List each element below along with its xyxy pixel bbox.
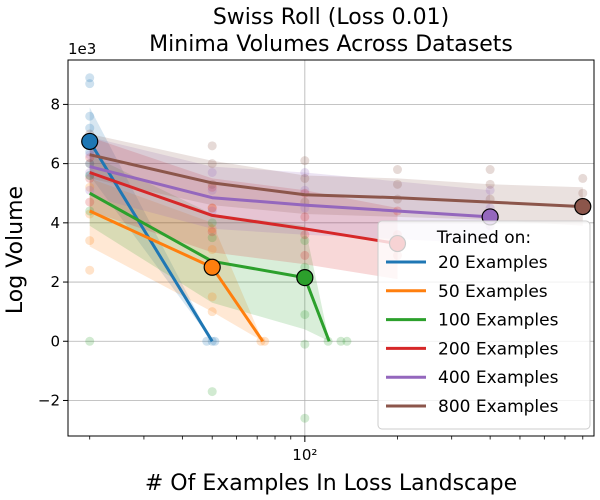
scatter-point-100-examples <box>300 310 310 320</box>
chart-title-line-2: Minima Volumes Across Datasets <box>149 32 513 57</box>
scatter-point-200-examples <box>300 250 310 260</box>
scatter-point-50-examples <box>256 336 266 346</box>
scatter-point-20-examples <box>202 336 212 346</box>
grid-layer <box>68 60 594 436</box>
scatter-point-50-examples <box>85 236 95 246</box>
legend-label-20-examples: 20 Examples <box>438 253 548 273</box>
legend-label-800-examples: 800 Examples <box>438 397 559 417</box>
series-line-20-examples <box>88 140 214 343</box>
scatter-point-800-examples <box>392 179 402 189</box>
scatter-point-400-examples <box>300 168 310 178</box>
scatter-point-50-examples <box>207 203 217 213</box>
band-layer <box>89 107 583 342</box>
y-tick-label: 4 <box>50 214 60 232</box>
scatter-point-50-examples <box>207 307 217 317</box>
marker-100-examples <box>296 269 314 287</box>
tick-layer: −2 0 2 4 6 8 10² <box>38 95 584 464</box>
scatter-point-20-examples <box>85 73 95 83</box>
x-axis-label: # Of Examples In Loss Landscape <box>145 471 517 496</box>
scatter-point-400-examples <box>300 185 310 195</box>
scatter-point-100-examples <box>207 387 217 397</box>
scatter-point-800-examples <box>392 165 402 175</box>
scatter-point-200-examples <box>207 227 217 237</box>
scatter-point-200-examples <box>207 182 217 192</box>
scatter-point-100-examples <box>207 218 217 228</box>
scatter-point-800-examples <box>578 188 588 198</box>
band-50-examples <box>89 178 263 342</box>
legend-label-400-examples: 400 Examples <box>438 368 559 388</box>
legend: Trained on: 20 Examples 50 Examples 100 Ex… <box>377 220 591 430</box>
scatter-point-50-examples <box>207 292 217 302</box>
scatter-point-20-examples <box>85 123 95 133</box>
scatter-point-800-examples <box>485 165 495 175</box>
y-tick-label: 2 <box>50 273 60 291</box>
plot-frame <box>67 59 595 437</box>
legend-box <box>377 220 591 430</box>
scatter-point-800-examples <box>207 159 217 169</box>
scatter-point-20-examples <box>85 111 95 121</box>
scatter-point-400-examples <box>207 168 217 178</box>
marker-50-examples <box>203 258 221 276</box>
scatter-point-50-examples <box>207 244 217 254</box>
y-tick-label: 0 <box>50 332 60 350</box>
scatter-point-200-examples <box>300 212 310 222</box>
scatter-point-200-examples <box>85 173 95 183</box>
scatter-point-800-examples <box>300 156 310 166</box>
y-tick-label: 6 <box>50 155 60 173</box>
scatter-point-400-examples <box>485 185 495 195</box>
band-20-examples <box>89 107 213 342</box>
legend-title: Trained on: <box>436 228 531 248</box>
scatter-point-100-examples <box>300 339 310 349</box>
x-tick-label: 10² <box>292 446 317 464</box>
y-tick-label: 8 <box>50 95 60 113</box>
scatter-point-200-examples <box>85 197 95 207</box>
scatter-point-100-examples <box>300 413 310 423</box>
scatter-point-800-examples <box>300 173 310 183</box>
scatter-point-100-examples <box>342 336 352 346</box>
scatter-point-800-examples <box>485 179 495 189</box>
series-line-100-examples <box>88 191 331 342</box>
marker-20-examples <box>81 132 99 151</box>
band-800-examples <box>89 134 583 226</box>
band-100-examples <box>89 154 330 342</box>
scatter-point-200-examples <box>207 203 217 213</box>
scatter-point-100-examples <box>207 233 217 243</box>
series-line-200-examples <box>89 171 398 246</box>
scatter-point-20-examples <box>85 79 95 89</box>
y-multiplier-label: 1e3 <box>68 40 96 58</box>
scatter-point-20-examples <box>210 336 220 346</box>
scatter-point-200-examples <box>300 230 310 240</box>
scatter-point-100-examples <box>85 336 95 346</box>
marker-800-examples <box>574 197 592 216</box>
scatter-point-100-examples <box>336 336 346 346</box>
legend-label-100-examples: 100 Examples <box>438 311 559 331</box>
y-axis-label: Log Volume <box>3 186 28 314</box>
scatter-point-400-examples <box>207 185 217 195</box>
legend-label-50-examples: 50 Examples <box>438 282 548 302</box>
scatter-point-50-examples <box>85 265 95 275</box>
chart-title-line-1: Swiss Roll (Loss 0.01) <box>213 5 449 30</box>
series-line-400-examples <box>89 165 491 219</box>
scatter-point-100-examples <box>300 236 310 246</box>
scatter-point-800-examples <box>207 141 217 151</box>
scatter-point-50-examples <box>85 182 95 192</box>
scatter-point-400-examples <box>85 185 95 195</box>
series-line-800-examples <box>89 153 583 209</box>
scatter-point-800-examples <box>578 173 588 183</box>
legend-label-200-examples: 200 Examples <box>438 339 559 359</box>
band-400-examples <box>89 137 491 244</box>
y-tick-label: −2 <box>38 391 60 409</box>
scatter-point-50-examples <box>207 224 217 234</box>
